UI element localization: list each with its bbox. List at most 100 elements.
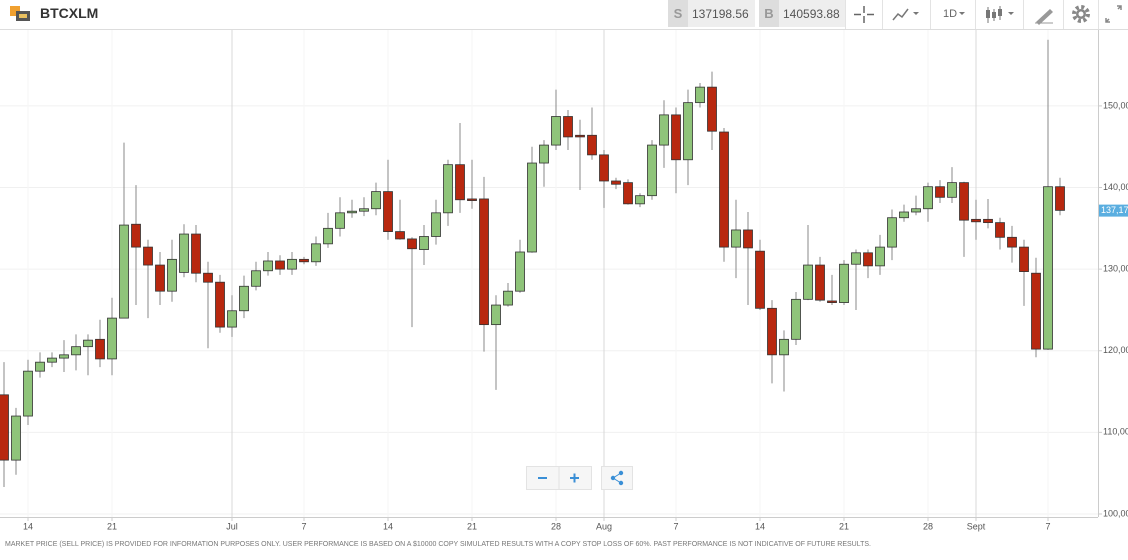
candle-body	[251, 270, 261, 287]
candle-body	[143, 246, 153, 266]
candle-body	[575, 134, 585, 138]
y-tick-label: 130,000	[1103, 264, 1128, 274]
candle-body	[827, 300, 837, 303]
candle-body	[467, 198, 477, 201]
candle-body	[587, 134, 597, 156]
symbol-icon	[10, 6, 30, 21]
sell-price-box[interactable]: S 137198.56	[668, 0, 755, 27]
candle-body	[11, 415, 21, 461]
candle-body	[371, 191, 381, 210]
y-tick-label: 120,000	[1103, 345, 1128, 355]
x-tick-label: 7	[1045, 521, 1050, 531]
candle-body	[599, 154, 609, 182]
candle-body	[515, 251, 525, 292]
sell-label: S	[668, 0, 688, 27]
candle-body	[659, 114, 669, 146]
share-button[interactable]	[601, 466, 633, 490]
candle-body	[959, 182, 969, 221]
candle-body	[995, 222, 1005, 238]
candle-body	[695, 86, 705, 104]
candle-body	[539, 144, 549, 164]
candle-body	[863, 252, 873, 267]
x-tick-label: 14	[23, 521, 33, 531]
x-tick-label: 21	[107, 521, 117, 531]
candle-body	[527, 162, 537, 253]
candle-body	[719, 131, 729, 248]
x-tick-label: 28	[923, 521, 933, 531]
candle-body	[215, 281, 225, 328]
candle-body	[83, 339, 93, 348]
y-tick-label: 110,000	[1103, 427, 1128, 437]
candle-body	[875, 246, 885, 267]
settings-button[interactable]	[1063, 0, 1099, 29]
last-price-tag	[1099, 204, 1128, 217]
candle-body	[347, 210, 357, 214]
zoom-controls	[526, 466, 592, 490]
candle-body	[755, 250, 765, 309]
interval: 1D	[943, 8, 958, 20]
x-tick-label: 21	[839, 521, 849, 531]
candle-body	[767, 307, 777, 356]
y-tick-label: 140,000	[1103, 182, 1128, 192]
buy-price-box[interactable]: B 140593.88	[759, 0, 846, 27]
candle-body	[23, 370, 33, 417]
candle-body	[287, 258, 297, 270]
candle-body	[671, 114, 681, 161]
y-tick-label: 100,000	[1103, 508, 1128, 518]
candle-body	[191, 233, 201, 274]
x-tick-label: 28	[551, 521, 561, 531]
x-tick-label: 7	[301, 521, 306, 531]
candle-body	[131, 223, 141, 248]
chart-type-button[interactable]	[975, 0, 1024, 29]
candle-body	[503, 290, 513, 306]
crosshair-button[interactable]	[845, 0, 883, 29]
x-tick-label: Jul	[226, 521, 238, 531]
candle-body	[947, 182, 957, 198]
candle-body	[983, 218, 993, 224]
candle-body	[167, 258, 177, 292]
candle-body	[839, 263, 849, 303]
candle-body	[491, 304, 501, 326]
x-tick-label: 7	[673, 521, 678, 531]
candle-body	[107, 317, 117, 360]
candle-body	[311, 243, 321, 263]
candle-body	[155, 264, 165, 292]
candle-body	[1007, 236, 1017, 248]
candle-body	[47, 357, 57, 363]
indicator-button[interactable]	[882, 0, 931, 29]
x-tick-label: 21	[467, 521, 477, 531]
candle-body	[71, 346, 81, 356]
candle-body	[707, 86, 717, 132]
candle-body	[1031, 272, 1041, 350]
symbol: BTCXLM	[40, 5, 99, 21]
candle-body	[623, 182, 633, 205]
fullscreen-button[interactable]	[1098, 0, 1128, 29]
candle-body	[239, 285, 249, 312]
candle-body	[935, 186, 945, 198]
candle-body	[1019, 246, 1029, 272]
candle-body	[275, 260, 285, 270]
candle-body	[1043, 186, 1053, 350]
candle-body	[851, 252, 861, 265]
candle-body	[119, 224, 129, 319]
candle-body	[455, 164, 465, 201]
candles	[0, 39, 1065, 488]
candle-body	[263, 260, 273, 272]
candle-body	[563, 116, 573, 138]
candle-body	[551, 116, 561, 146]
buy-label: B	[759, 0, 779, 27]
candle-body	[431, 212, 441, 237]
y-tick-label: 150,000	[1103, 100, 1128, 110]
interval-button[interactable]: 1D	[930, 0, 976, 29]
draw-button[interactable]	[1023, 0, 1064, 29]
candle-body	[1055, 186, 1065, 211]
x-tick-label: 14	[755, 521, 765, 531]
candle-body	[815, 264, 825, 301]
candle-body	[323, 227, 333, 245]
candle-body	[743, 229, 753, 249]
candle-body	[731, 229, 741, 248]
candle-body	[95, 338, 105, 360]
candle-body	[911, 208, 921, 213]
candle-body	[647, 144, 657, 197]
